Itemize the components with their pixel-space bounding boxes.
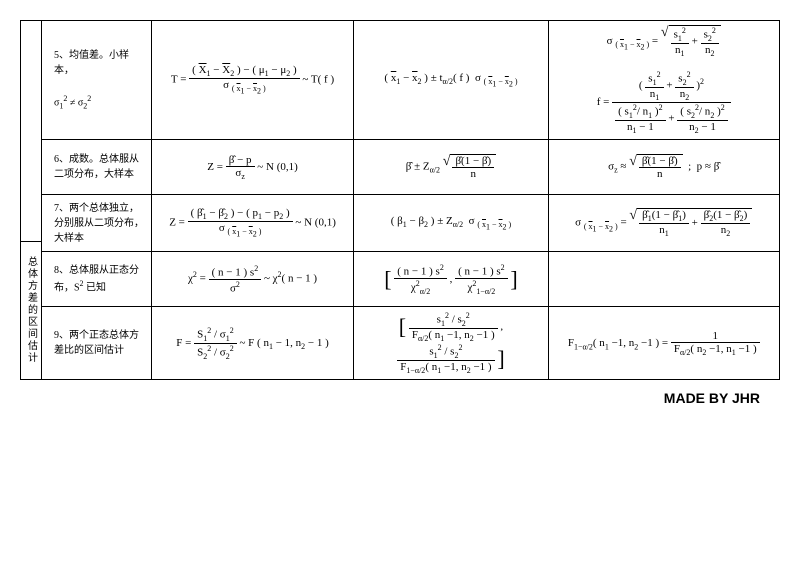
row9-formula2: [ s12 / s22Fα/2( n1 −1, n2 −1 ) , s12 / …: [354, 307, 548, 380]
row6-formula2: β̂ ± Zα/2 β̂(1 − β̂)n: [354, 140, 548, 195]
row5-formula1: T = ( X1 − X2 ) − ( μ1 − μ2 )σ ( x1 − x2…: [151, 21, 354, 140]
row8-formula2: [ ( n − 1 ) s2χ2α/2 , ( n − 1 ) s2χ21−α/…: [354, 252, 548, 307]
row5-desc: 5、均值差。小样本，σ12 ≠ σ22: [41, 21, 151, 140]
row5-formula3: σ ( x1 − x2 ) = s12n1 + s22n2 f = ( s12n…: [548, 21, 780, 140]
footer-credit: MADE BY JHR: [20, 390, 760, 406]
row7-desc: 7、两个总体独立，分别服从二项分布，大样本: [41, 195, 151, 252]
row9-desc: 9、两个正态总体方差比的区间估计: [41, 307, 151, 380]
table-row: 9、两个正态总体方差比的区间估计 F = S12 / σ12S22 / σ22 …: [41, 307, 779, 380]
row9-formula1: F = S12 / σ12S22 / σ22 ~ F ( n1 − 1, n2 …: [151, 307, 354, 380]
row8-formula3: [548, 252, 780, 307]
row9-formula3: F1−α/2( n1 −1, n2 −1 ) = 1Fα/2( n2 −1, n…: [548, 307, 780, 380]
table-row: 6、成数。总体服从二项分布，大样本 Z = β̂ − pσz ~ N (0,1)…: [41, 140, 779, 195]
table-wrap: 总体方差的区间估计 5、均值差。小样本，σ12 ≠ σ22 T = ( X1 −…: [20, 20, 780, 380]
row7-formula1: Z = ( β̂1 − β̂2 ) − ( p1 − p2 )σ ( x1 − …: [151, 195, 354, 252]
row7-formula2: ( β1 − β2 ) ± Zα/2 σ ( x1 − x2 ): [354, 195, 548, 252]
row8-formula1: χ2 = ( n − 1 ) s2σ2 ~ χ2( n − 1 ): [151, 252, 354, 307]
row8-desc: 8、总体服从正态分布，S2 已知: [41, 252, 151, 307]
table-row: 7、两个总体独立，分别服从二项分布，大样本 Z = ( β̂1 − β̂2 ) …: [41, 195, 779, 252]
side-blank: [21, 21, 41, 242]
table-row: 8、总体服从正态分布，S2 已知 χ2 = ( n − 1 ) s2σ2 ~ χ…: [41, 252, 779, 307]
row5-formula2: ( x1 − x2 ) ± tα/2( f ) σ ( x1 − x2 ): [354, 21, 548, 140]
side-label: 总体方差的区间估计: [21, 242, 41, 379]
row6-formula1: Z = β̂ − pσz ~ N (0,1): [151, 140, 354, 195]
row6-formula3: σz ≈ β̂(1 − β̂)n ; p ≈ β̂: [548, 140, 780, 195]
row7-formula3: σ ( x1 − x2 ) = β̂1(1 − β̂1)n1 + β̂2(1 −…: [548, 195, 780, 252]
row6-desc: 6、成数。总体服从二项分布，大样本: [41, 140, 151, 195]
formula-table: 5、均值差。小样本，σ12 ≠ σ22 T = ( X1 − X2 ) − ( …: [41, 20, 780, 380]
table-row: 5、均值差。小样本，σ12 ≠ σ22 T = ( X1 − X2 ) − ( …: [41, 21, 779, 140]
side-column: 总体方差的区间估计: [20, 20, 41, 380]
